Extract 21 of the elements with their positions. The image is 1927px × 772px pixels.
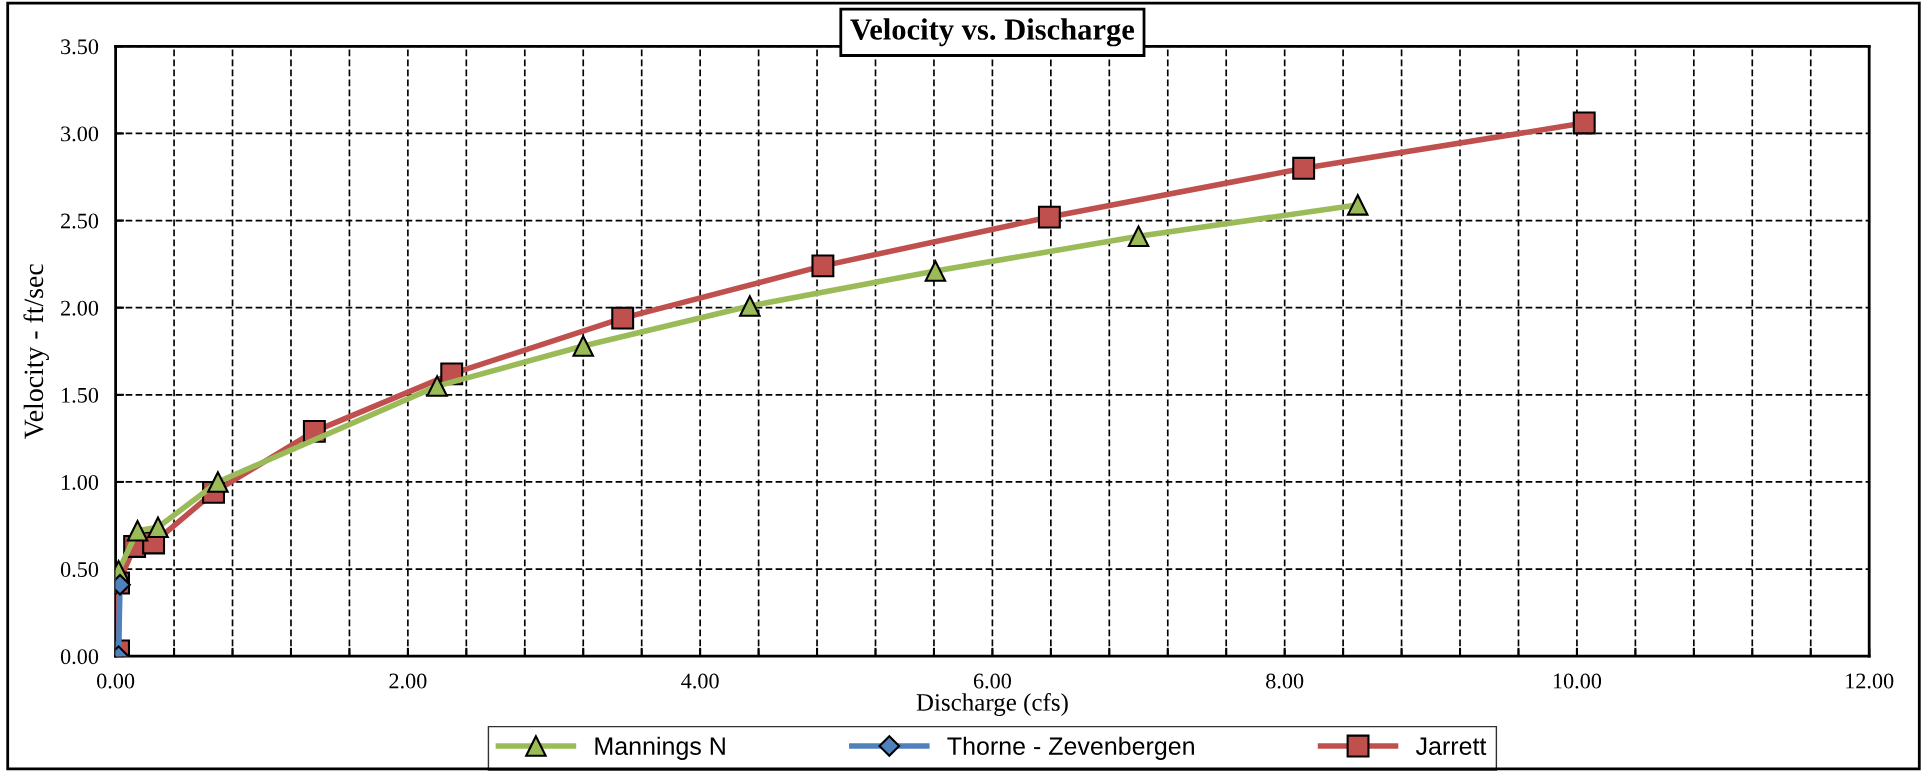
legend-label: Thorne - Zevenbergen <box>947 736 1194 760</box>
x-tick-label: 10.00 <box>1553 673 1602 689</box>
y-tick-label: 3.00 <box>61 126 99 142</box>
x-tick-label: 12.00 <box>1846 673 1894 689</box>
x-tick-label: 8.00 <box>1266 673 1304 689</box>
chart-title: Velocity vs. Discharge <box>850 18 1135 47</box>
y-tick-label: 2.00 <box>61 300 99 316</box>
y-tick-label: 1.00 <box>62 474 99 490</box>
y-axis-title: Velocity - ft/sec <box>23 264 49 439</box>
legend-label: Jarrett <box>1415 737 1487 755</box>
y-tick-label: 1.50 <box>62 387 99 403</box>
legend-label: Mannings N <box>595 736 725 760</box>
x-tick-label: 6.00 <box>973 673 1011 689</box>
y-tick-label: 0.50 <box>60 562 99 578</box>
y-tick-label: 2.50 <box>61 213 99 229</box>
y-tick-label: 3.50 <box>61 39 99 55</box>
x-tick-label: 4.00 <box>681 673 719 689</box>
x-tick-label: 2.00 <box>389 673 427 689</box>
x-axis-title: Discharge (cfs) <box>916 693 1068 717</box>
y-tick-label: 0.00 <box>60 649 99 665</box>
x-tick-label: 0.00 <box>97 673 135 689</box>
